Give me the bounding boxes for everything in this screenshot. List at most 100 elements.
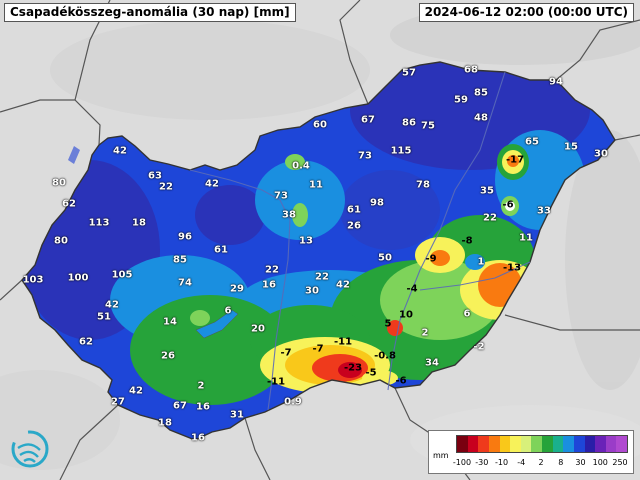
danube-river	[189, 169, 291, 411]
station-value: 14	[163, 316, 177, 328]
station-value: 42	[105, 299, 119, 311]
station-value: 100	[67, 272, 89, 284]
legend-tick-label: 8	[558, 458, 564, 467]
legend-swatch	[563, 436, 574, 452]
color-legend: mm -100 -30 -10 -4 2 8 30 100 250	[428, 430, 634, 474]
legend-swatch	[616, 436, 627, 452]
legend-swatch	[573, 436, 585, 452]
station-value: 105	[111, 269, 133, 281]
station-value: 65	[525, 136, 539, 148]
station-value: 96	[178, 231, 192, 243]
station-value: 16	[196, 401, 210, 413]
legend-tick-label: 30	[575, 458, 586, 467]
station-value: 62	[62, 198, 76, 210]
station-value: 6	[463, 308, 471, 320]
station-value: 80	[52, 177, 66, 189]
map-title: Csapadékösszeg-anomália (30 nap) [mm]	[4, 3, 296, 22]
station-value: 20	[251, 323, 265, 335]
legend-swatch	[488, 436, 500, 452]
station-value: -23	[343, 362, 363, 374]
station-value: 11	[309, 179, 323, 191]
station-value: -4	[406, 283, 418, 295]
station-value: 42	[336, 279, 350, 291]
station-value: 27	[111, 396, 125, 408]
station-value: 22	[315, 271, 329, 283]
station-value: 115	[390, 145, 412, 157]
station-value: 10	[399, 309, 413, 321]
legend-swatch	[478, 436, 489, 452]
legend-tick-label: 2	[538, 458, 544, 467]
legend-swatch	[457, 436, 468, 452]
legend-tick-label: -10	[494, 458, 509, 467]
legend-swatch	[467, 436, 479, 452]
station-value: 63	[148, 170, 162, 182]
met-service-logo-icon	[11, 430, 49, 468]
station-value: -0.8	[374, 350, 396, 362]
station-value: 85	[173, 254, 187, 266]
station-value: 34	[425, 357, 439, 369]
station-value: 29	[230, 283, 244, 295]
station-value: 13	[299, 235, 313, 247]
station-value: -8	[461, 235, 473, 247]
station-value: 61	[214, 244, 228, 256]
station-value: 86	[402, 117, 416, 129]
station-value: 73	[274, 190, 288, 202]
station-value: 2	[421, 327, 429, 339]
lake-outside	[68, 146, 80, 164]
station-value: 74	[178, 277, 192, 289]
station-value: 31	[230, 409, 244, 421]
legend-swatch	[605, 436, 617, 452]
station-value: 1	[477, 256, 485, 268]
legend-tick-label: 250	[612, 458, 628, 467]
station-value: 16	[262, 279, 276, 291]
legend-swatch	[510, 436, 521, 452]
station-value: 67	[173, 400, 187, 412]
station-value: 30	[305, 285, 319, 297]
koros-river	[419, 261, 531, 291]
station-value: 113	[88, 217, 110, 229]
station-value: 94	[549, 76, 563, 88]
station-value: 42	[129, 385, 143, 397]
legend-color-bar	[456, 435, 628, 453]
station-value: -6	[395, 375, 407, 387]
station-value: -9	[425, 253, 437, 265]
station-value: 68	[464, 64, 478, 76]
legend-tick-label: -100	[452, 458, 472, 467]
station-value: 22	[159, 181, 173, 193]
station-value: 80	[54, 235, 68, 247]
station-value: 42	[113, 145, 127, 157]
station-value: 6	[224, 305, 232, 317]
northeast-cells	[497, 144, 529, 216]
legend-swatch	[552, 436, 564, 452]
rivers	[189, 71, 531, 411]
tisza-river	[387, 71, 506, 391]
station-value: 5	[384, 318, 392, 330]
station-value: 50	[378, 252, 392, 264]
legend-swatch	[584, 436, 596, 452]
legend-swatch	[595, 436, 606, 452]
station-value: 42	[205, 178, 219, 190]
station-value: 35	[480, 185, 494, 197]
station-value: -17	[505, 154, 525, 166]
station-value: 33	[537, 205, 551, 217]
station-value: 11	[519, 232, 533, 244]
station-value: 18	[132, 217, 146, 229]
station-value: 78	[416, 179, 430, 191]
station-value: 75	[421, 120, 435, 132]
station-value: 61	[347, 204, 361, 216]
station-value: 67	[361, 114, 375, 126]
hungary-border	[21, 61, 616, 441]
legend-tick-label: 100	[592, 458, 608, 467]
station-value: 38	[282, 209, 296, 221]
station-value: 98	[370, 197, 384, 209]
station-value: 22	[483, 212, 497, 224]
station-value: 60	[313, 119, 327, 131]
station-value: 0.4	[292, 160, 310, 172]
station-value: 26	[161, 350, 175, 362]
legend-tick-label: -30	[475, 458, 489, 467]
station-value: 57	[402, 67, 416, 79]
